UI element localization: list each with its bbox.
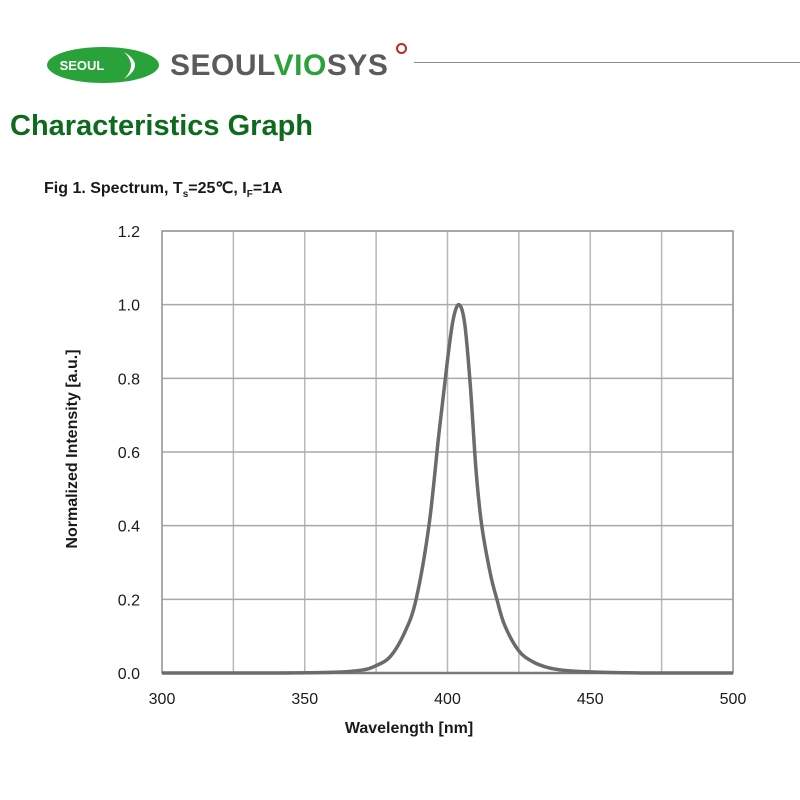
x-tick-label: 350 [291, 691, 318, 708]
y-axis-label: Normalized Intensity [a.u.] [64, 349, 81, 548]
y-tick-label: 1.2 [118, 224, 140, 241]
caption-subscript-f: F [246, 189, 253, 201]
page-title: Characteristics Graph [10, 110, 314, 142]
brand-wordmark: SEOULVIOSYS [170, 43, 407, 83]
y-tick-label: 0.8 [118, 371, 140, 388]
y-tick-label: 1.0 [118, 298, 140, 315]
x-axis-label: Wavelength [nm] [345, 720, 473, 737]
brand-part-vio: VIO [273, 49, 327, 82]
y-tick-label: 0.4 [118, 519, 140, 536]
x-tick-label: 300 [149, 691, 176, 708]
brand-part-seoul: SEOUL [170, 49, 274, 82]
caption-part: =1A [252, 180, 283, 197]
y-tick-label: 0.6 [118, 445, 140, 462]
x-tick-label: 500 [720, 691, 747, 708]
brand-dot-icon [396, 43, 407, 54]
brand-part-sys: SYS [326, 49, 389, 82]
y-tick-label: 0.2 [118, 592, 140, 609]
caption-part: Fig 1. Spectrum, T [44, 180, 183, 197]
spectrum-curve [162, 302, 733, 675]
x-tick-label: 450 [577, 691, 604, 708]
logo-badge-text: SEOUL [60, 58, 105, 73]
x-tick-label: 400 [434, 691, 461, 708]
caption-part: =25℃, I [188, 180, 247, 197]
header-divider [414, 62, 800, 63]
figure-caption: Fig 1. Spectrum, Ts=25℃, IF=1A [44, 178, 283, 200]
caption-subscript-s: s [182, 189, 189, 201]
seoul-logo: SEOUL [47, 47, 159, 83]
y-tick-label: 0.0 [118, 666, 140, 683]
